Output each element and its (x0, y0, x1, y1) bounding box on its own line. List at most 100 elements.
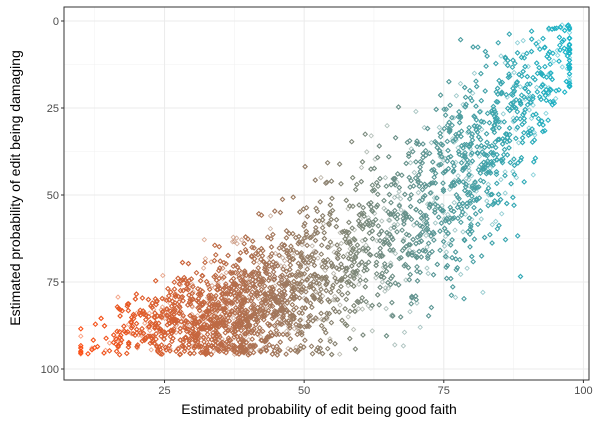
scatter-point (175, 345, 181, 351)
scatter-point (295, 281, 302, 287)
scatter-point (199, 334, 206, 341)
scatter-point (369, 328, 376, 334)
scatter-point (332, 297, 338, 303)
scatter-point (498, 53, 504, 59)
scatter-point (142, 320, 148, 326)
scatter-point (115, 294, 121, 300)
scatter-point (373, 275, 379, 281)
scatter-point (314, 316, 320, 322)
scatter-point (147, 327, 153, 334)
scatter-point (417, 324, 423, 331)
scatter-point (445, 230, 451, 236)
scatter-point (566, 29, 573, 36)
scatter-point (320, 220, 327, 227)
scatter-point (421, 124, 428, 131)
scatter-point (453, 93, 460, 99)
scatter-point (389, 248, 395, 254)
scatter-point (464, 265, 470, 272)
scatter-point (167, 346, 173, 352)
scatter-point (448, 216, 455, 222)
scatter-point (212, 294, 218, 300)
scatter-point (463, 175, 470, 182)
scatter-point (382, 288, 388, 294)
scatter-point (530, 102, 536, 108)
scatter-point (392, 342, 398, 348)
scatter-point (397, 196, 404, 202)
scatter-point (394, 221, 401, 228)
scatter-point (471, 70, 478, 77)
scatter-point (514, 40, 521, 46)
scatter-point (279, 255, 286, 261)
scatter-point (445, 211, 451, 218)
scatter-point (385, 217, 392, 223)
scatter-point (139, 330, 145, 337)
scatter-point (363, 242, 369, 248)
scatter-point (407, 308, 413, 315)
scatter-point (500, 111, 507, 117)
scatter-point (451, 199, 457, 206)
scatter-point (394, 193, 401, 199)
scatter-point (502, 190, 508, 196)
scatter-point (439, 202, 445, 209)
scatter-point (326, 244, 332, 251)
scatter-point (285, 345, 291, 352)
scatter-point (382, 174, 389, 181)
scatter-point (387, 217, 393, 224)
scatter-point (364, 149, 370, 155)
scatter-point (425, 270, 431, 277)
scatter-point (365, 215, 372, 221)
scatter-point (154, 343, 160, 349)
scatter-point (392, 250, 399, 257)
scatter-point (498, 176, 504, 183)
scatter-point (398, 207, 404, 213)
scatter-point (515, 140, 522, 146)
scatter-point (229, 239, 236, 245)
scatter-point (442, 233, 449, 240)
scatter-point (411, 222, 417, 228)
scatter-point (498, 211, 505, 217)
scatter-point (424, 265, 430, 271)
scatter-point (231, 351, 238, 358)
scatter-point (384, 122, 390, 129)
scatter-point (78, 333, 84, 339)
scatter-point (423, 232, 429, 239)
scatter-point (330, 270, 337, 277)
scatter-point (337, 302, 343, 308)
scatter-point (469, 90, 476, 96)
scatter-point (520, 37, 526, 44)
scatter-point (223, 269, 230, 276)
scatter-point (106, 340, 113, 346)
scatter-point (511, 69, 517, 76)
scatter-point (400, 343, 407, 349)
scatter-point (436, 124, 443, 131)
scatter-point (141, 310, 148, 316)
scatter-point (460, 229, 466, 235)
scatter-point (230, 315, 237, 321)
scatter-point (387, 260, 394, 266)
scatter-point (379, 218, 385, 224)
scatter-point (365, 303, 372, 309)
scatter-point (160, 272, 166, 279)
scatter-point (309, 243, 315, 249)
scatter-point (261, 345, 267, 351)
scatter-point (414, 300, 420, 306)
scatter-point (356, 281, 362, 288)
scatter-point (551, 58, 557, 64)
scatter-point (530, 172, 537, 178)
scatter-point (230, 234, 237, 241)
scatter-point (415, 189, 422, 196)
scatter-point (401, 236, 407, 242)
scatter-point (492, 218, 499, 225)
scatter-point (566, 73, 573, 80)
scatter-point (484, 198, 490, 204)
scatter-point (336, 351, 343, 357)
scatter-point (489, 221, 496, 228)
scatter-point (452, 227, 458, 233)
scatter-point (291, 325, 298, 332)
scatter-point (189, 281, 196, 288)
scatter-point (396, 201, 403, 208)
scatter-point (388, 312, 395, 319)
scatter-point (180, 324, 187, 331)
scatter-point (148, 333, 155, 339)
scatter-point (383, 207, 389, 214)
